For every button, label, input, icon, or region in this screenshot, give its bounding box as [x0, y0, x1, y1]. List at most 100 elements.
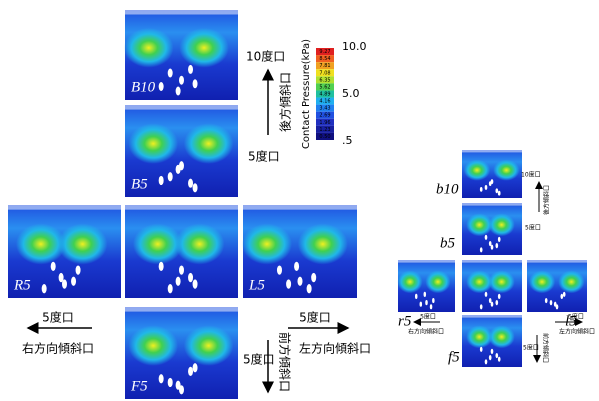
gap	[484, 291, 488, 297]
colorbar-swatch	[316, 111, 334, 119]
gap	[158, 175, 164, 186]
colorbar-swatch	[316, 125, 334, 133]
gap	[50, 261, 56, 272]
colorbar-swatch	[316, 90, 334, 98]
gap	[167, 377, 173, 388]
pressure-blob	[488, 213, 515, 237]
label: 5度口	[523, 344, 539, 352]
label: 右方向傾斜口	[408, 328, 444, 336]
gap	[414, 293, 418, 299]
label: 後方傾斜口	[278, 72, 293, 132]
heatmap	[462, 150, 522, 198]
colorbar-level: 9.27	[319, 49, 330, 55]
panel-label: B5	[131, 176, 148, 192]
pressure-blob	[493, 159, 520, 181]
gap	[479, 247, 483, 253]
gap	[484, 185, 488, 190]
gap	[192, 279, 198, 289]
gap	[175, 380, 181, 390]
gap	[276, 265, 282, 275]
heatmap	[123, 10, 238, 100]
colorbar-swatch	[316, 48, 334, 56]
gap	[175, 164, 181, 174]
colorbar-swatch	[316, 69, 334, 77]
top-edge	[8, 205, 121, 210]
gap	[490, 348, 494, 354]
label: 前方傾斜口	[278, 332, 293, 392]
panel-label: F5	[130, 378, 148, 394]
panel-label: b10	[436, 181, 459, 197]
top-edge	[462, 260, 522, 263]
gap	[192, 363, 198, 373]
gap	[294, 261, 300, 272]
pressure-blob	[128, 123, 179, 164]
gap	[429, 304, 433, 310]
heatmap	[462, 315, 522, 367]
label: 後方傾斜口	[543, 185, 551, 215]
colorbar-swatch	[316, 118, 334, 126]
gap	[192, 183, 198, 193]
gap	[179, 75, 184, 85]
top-edge	[462, 315, 522, 318]
pressure-blob	[425, 270, 451, 294]
gap	[58, 272, 64, 283]
colorbar-max: 10.0	[342, 40, 367, 53]
gap	[167, 284, 173, 294]
gap	[544, 297, 548, 304]
colorbar-min: .5	[342, 134, 353, 147]
heatmap	[527, 260, 587, 312]
top-edge	[462, 150, 522, 153]
heatmap	[462, 260, 522, 312]
heatmap	[125, 205, 238, 298]
gap	[188, 178, 194, 188]
pressure-blob	[466, 325, 493, 349]
gap	[495, 243, 499, 249]
gap	[158, 82, 164, 91]
gap	[175, 86, 181, 96]
label: 5度口	[525, 224, 541, 232]
label: 5度口	[420, 313, 436, 321]
top-edge	[527, 260, 587, 263]
gap	[167, 172, 173, 182]
colorbar-level: 5.62	[319, 84, 330, 90]
gap	[488, 297, 492, 304]
panel-label: L5	[248, 277, 265, 293]
panel-label: b5	[440, 235, 456, 251]
colorbar-swatch	[316, 62, 334, 70]
colorbar-title: Contact Pressure(kPa)	[301, 39, 312, 149]
gap	[488, 181, 492, 187]
gap	[167, 68, 173, 78]
top-edge	[398, 260, 455, 263]
gap	[549, 300, 553, 306]
label: 5度口	[248, 149, 280, 164]
gap	[495, 352, 499, 359]
gap	[158, 374, 164, 384]
heatmap	[462, 203, 522, 255]
colorbar-level: 3.43	[319, 106, 330, 112]
pressure-blob	[297, 223, 348, 265]
heatmap	[125, 105, 238, 197]
gap	[560, 293, 564, 299]
label: 左方向傾斜口	[559, 328, 595, 336]
gap	[495, 300, 499, 306]
pressure-blob	[179, 28, 229, 68]
colorbar-swatch	[316, 76, 334, 84]
pressure-blob	[397, 270, 423, 294]
gap	[297, 276, 303, 286]
colorbar-mid: 5.0	[342, 87, 360, 100]
colorbar-level: 4.16	[319, 99, 330, 105]
gap	[286, 279, 292, 289]
pressure-blob	[123, 28, 174, 68]
gap	[175, 276, 181, 286]
gap	[484, 234, 488, 240]
colorbar-swatch	[316, 97, 334, 105]
pressure-blob	[183, 325, 234, 366]
gap	[75, 265, 81, 275]
panel-label: f5	[448, 349, 460, 365]
gap	[192, 79, 198, 89]
panel-label: l5	[565, 313, 577, 329]
heatmap	[397, 260, 455, 312]
gap	[188, 366, 194, 376]
panel-label: B10	[131, 79, 156, 95]
label: 5度口	[299, 310, 331, 325]
